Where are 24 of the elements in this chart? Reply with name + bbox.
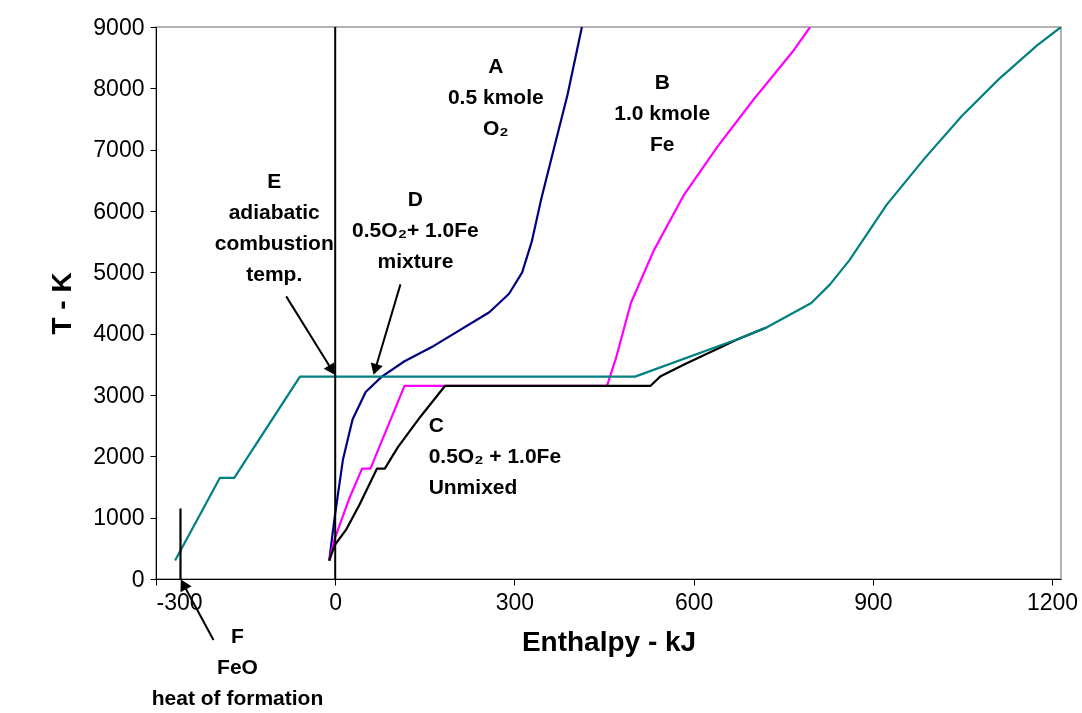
y-tick-label: 6000 xyxy=(93,197,145,224)
y-tick-label: 0 xyxy=(131,565,145,592)
y-tick-label: 1000 xyxy=(93,504,145,531)
annotation: C 0.5O₂ + 1.0Fe Unmixed xyxy=(428,412,562,498)
x-tick-label: 600 xyxy=(674,588,714,615)
annotation: D 0.5O₂+ 1.0Fe mixture xyxy=(352,187,479,273)
y-axis-title: T - K xyxy=(46,272,78,335)
y-tick-label: 7000 xyxy=(93,136,145,163)
x-axis-title: Enthalpy - kJ xyxy=(521,625,697,657)
line-series xyxy=(174,27,1061,562)
y-tick-label: 4000 xyxy=(93,320,145,347)
y-tick-label: 3000 xyxy=(93,381,145,408)
y-tick-label: 5000 xyxy=(93,258,145,285)
annotation: B 1.0 kmole Fe xyxy=(614,69,711,155)
y-tick-label: 9000 xyxy=(93,13,145,40)
annotation: E adiabatic combustion temp. xyxy=(214,169,334,286)
y-tick-label: 2000 xyxy=(93,442,145,469)
x-tick-label: 300 xyxy=(495,588,535,615)
annotation: A 0.5 kmole O₂ xyxy=(447,53,544,139)
annotation: F FeO heat of formation xyxy=(151,624,324,709)
x-tick-label: 900 xyxy=(854,588,893,615)
y-tick-label: 8000 xyxy=(93,74,145,101)
x-tick-label: 0 xyxy=(329,588,343,615)
x-tick-label: 1200 xyxy=(1026,588,1079,615)
